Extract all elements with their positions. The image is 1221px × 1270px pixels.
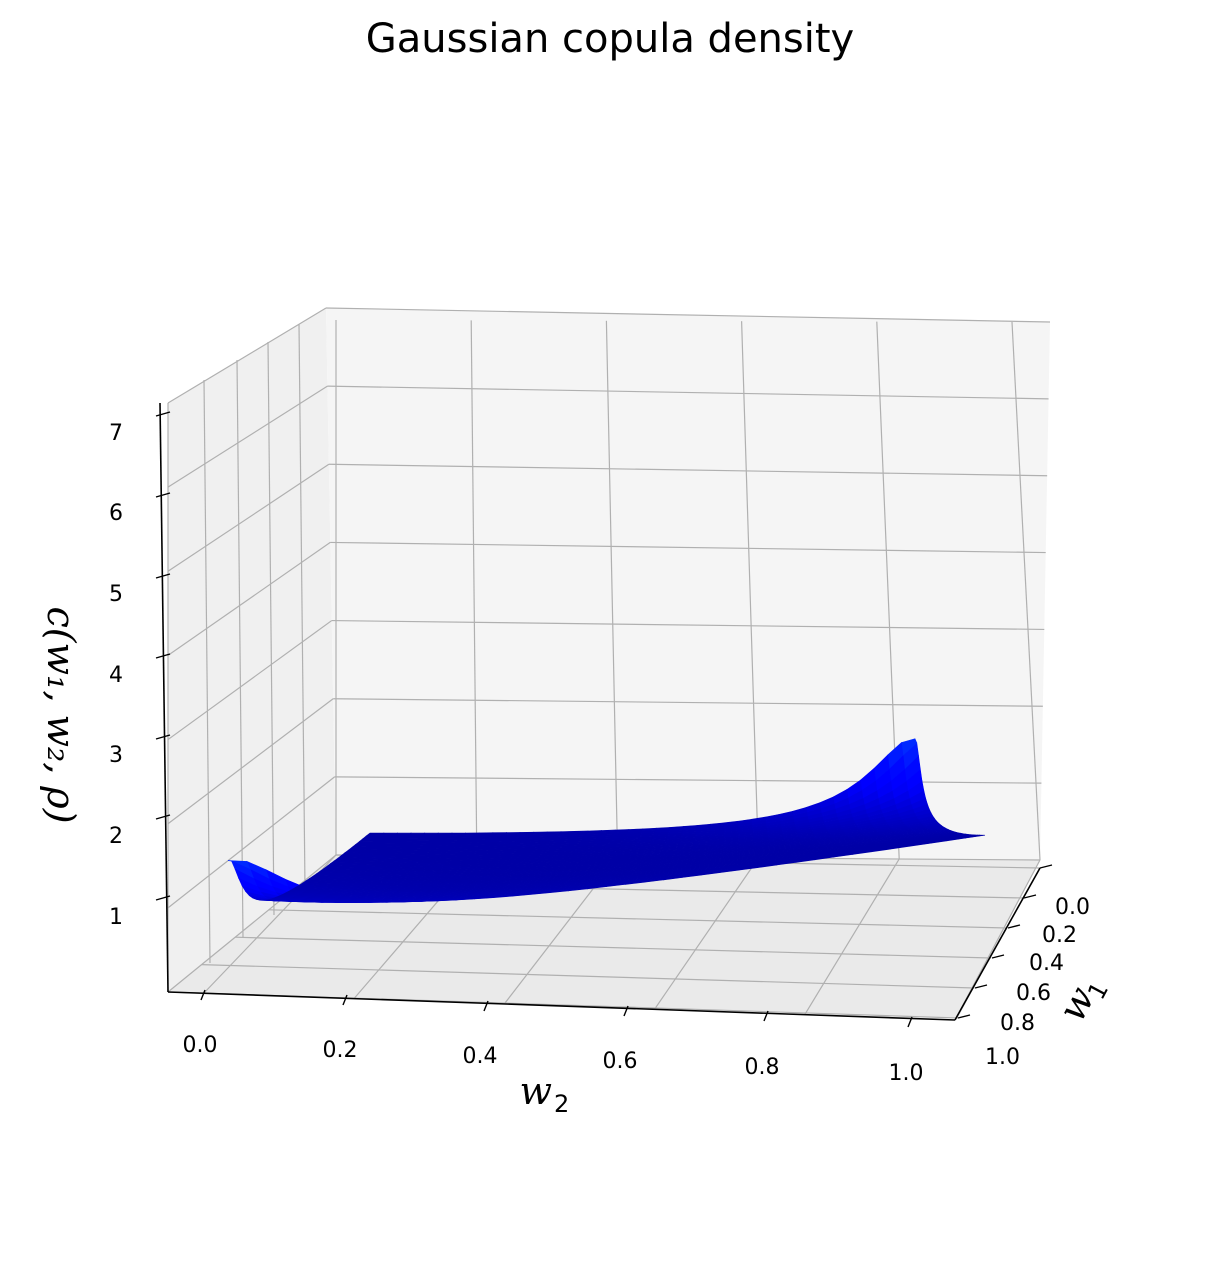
- surface-patch: [586, 830, 603, 834]
- left-grid-v: [267, 341, 275, 916]
- floor-grid-b: [268, 909, 1008, 929]
- z-tick-label: 4: [109, 663, 123, 688]
- z-axis-line: [159, 402, 169, 993]
- z-tick-label: 6: [109, 501, 123, 526]
- back-grid-v: [605, 320, 619, 858]
- y-tick-mark: [1023, 894, 1037, 899]
- y-tick-label: 0.4: [1029, 951, 1064, 976]
- z-tick-mark: [155, 492, 171, 498]
- z-tick-mark: [155, 411, 171, 417]
- left-grid-h: [167, 385, 328, 488]
- left-grid-h: [167, 307, 327, 404]
- y-tick-label: 0.0: [1055, 895, 1090, 920]
- x-tick-label: 0.2: [323, 1038, 358, 1063]
- floor-grid-b: [235, 936, 991, 959]
- surface-patch: [627, 828, 643, 832]
- z-axis-label: c(w₁, w₂, ρ): [39, 606, 83, 823]
- z-tick-label: 5: [109, 582, 123, 607]
- surface-patch: [572, 830, 589, 834]
- axis-ticks: 0.0 0.2 0.4 0.6 0.8 1.0 0.0 0.2 0.4 0.6 0.8 1.0 1 2 3 4…: [109, 411, 1090, 1086]
- back-grid-h: [327, 385, 1049, 400]
- left-grid-h: [167, 698, 334, 825]
- axis-lines: [159, 402, 1041, 1021]
- surface-patch: [517, 831, 535, 836]
- floor-grid-a: [804, 858, 900, 1015]
- y-tick-label: 0.8: [1000, 1011, 1035, 1036]
- back-grid-h: [333, 698, 1043, 707]
- z-tick-mark: [155, 573, 171, 579]
- y-axis-line: [954, 867, 1041, 1021]
- left-grid-h: [167, 776, 335, 909]
- back-grid-h: [334, 776, 1042, 784]
- surface-patch: [544, 831, 562, 835]
- y-tick-mark: [991, 954, 1005, 959]
- surface-patch: [530, 831, 548, 835]
- y-axis-label-group: w 1: [1049, 978, 1114, 1029]
- floor-grid-b: [201, 964, 975, 989]
- chart-title: Gaussian copula density: [366, 16, 854, 62]
- x-tick-mark: [483, 1000, 489, 1012]
- x-tick-mark: [907, 1016, 913, 1028]
- surface-patch: [365, 832, 385, 837]
- back-grid-v: [1011, 321, 1041, 861]
- x-tick-mark: [763, 1010, 769, 1022]
- y-tick-label: 0.6: [1016, 981, 1051, 1006]
- x-tick-label: 0.8: [745, 1055, 780, 1080]
- x-tick-label: 0.6: [603, 1049, 638, 1074]
- x-tick-mark: [623, 1005, 629, 1017]
- left-pane: [168, 308, 336, 992]
- x-tick-label: 1.0: [889, 1061, 924, 1086]
- surface-patch: [641, 827, 657, 832]
- z-tick-label: 2: [109, 824, 123, 849]
- x-axis-label: w: [519, 1069, 552, 1113]
- back-grid-h: [328, 463, 1048, 477]
- back-grid-h: [330, 541, 1046, 554]
- left-grid-h: [167, 854, 337, 993]
- surface-patch: [654, 827, 671, 831]
- left-grid-v: [203, 379, 211, 964]
- x-tick-mark: [200, 989, 206, 1001]
- z-tick-label: 7: [109, 421, 123, 446]
- z-tick-mark: [155, 814, 171, 820]
- left-grid-v: [236, 359, 244, 939]
- back-grid-v: [470, 320, 478, 857]
- back-grid-v: [741, 321, 759, 859]
- floor-grid-a: [654, 857, 759, 1010]
- density-surface: [227, 738, 986, 903]
- surface-patch: [599, 829, 616, 834]
- y-tick-label: 1.0: [985, 1045, 1020, 1070]
- left-grid-v: [298, 323, 306, 889]
- surface-patch: [558, 830, 576, 835]
- y-tick-mark: [974, 984, 988, 989]
- z-tick-label: 3: [109, 743, 123, 768]
- x-tick-mark: [342, 994, 348, 1006]
- z-tick-mark: [155, 895, 171, 901]
- back-grid-h: [325, 307, 1051, 323]
- y-tick-mark: [957, 1014, 971, 1019]
- y-tick-mark: [1007, 924, 1021, 929]
- x-axis-line: [167, 991, 956, 1021]
- z-tick-mark: [155, 734, 171, 740]
- y-tick-mark: [1039, 864, 1053, 869]
- surface-patch: [613, 829, 630, 833]
- x-tick-label: 0.4: [463, 1044, 498, 1069]
- left-grid-h: [167, 463, 330, 572]
- back-grid-h: [331, 619, 1045, 631]
- left-grid-h: [167, 541, 331, 656]
- x-tick-label: 0.0: [183, 1033, 218, 1058]
- z-tick-mark: [155, 653, 171, 659]
- left-grid-h: [167, 620, 333, 741]
- surface-patch: [358, 838, 378, 842]
- surface-patch: [362, 835, 382, 840]
- x-axis-label-var: w: [519, 1069, 552, 1113]
- x-axis-label-sub: 2: [554, 1090, 569, 1118]
- back-pane: [326, 308, 1050, 860]
- z-tick-label: 1: [109, 905, 123, 930]
- y-tick-label: 0.2: [1042, 923, 1077, 948]
